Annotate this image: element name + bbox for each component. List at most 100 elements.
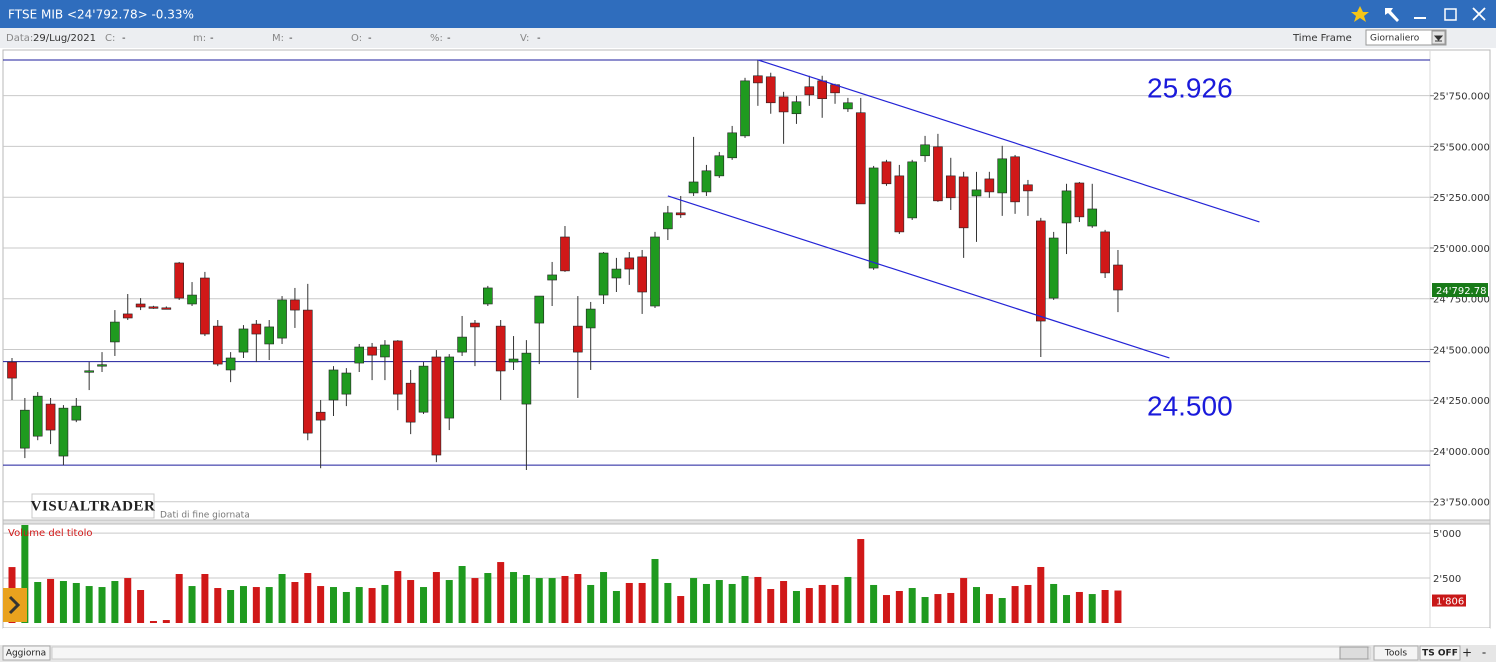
panel-separator [2, 519, 1491, 525]
candle-body [20, 409, 30, 449]
candle-body [264, 326, 275, 345]
candle-body [945, 175, 956, 199]
close-button[interactable] [1472, 7, 1486, 21]
volume-title: Volume del titolo [8, 528, 92, 539]
side-panel-button[interactable] [3, 588, 27, 622]
volume-bar [407, 580, 415, 623]
candle-body [817, 80, 827, 100]
tools-icon[interactable] [1385, 8, 1399, 22]
window-title: FTSE MIB <24'792.78> -0.33% [8, 8, 194, 22]
volume-bar [767, 589, 775, 623]
time-frame-select[interactable] [1365, 29, 1447, 46]
volume-bar [149, 621, 157, 623]
zoom-in[interactable]: + [1462, 646, 1472, 660]
field-value: - [447, 33, 451, 44]
last-price-label: 24'792.78 [1436, 286, 1486, 297]
chart-frame [2, 49, 1491, 629]
candle-body [212, 325, 223, 365]
volume-bar [445, 580, 453, 623]
candle-body [508, 358, 519, 363]
candle-body [380, 344, 390, 358]
volume-bar [162, 620, 170, 623]
candle-body [534, 295, 545, 324]
candle-body [483, 287, 493, 305]
minimize-button[interactable] [1414, 17, 1426, 19]
volume-bar [612, 590, 620, 623]
candle-body [688, 181, 699, 194]
title-bar-bg [0, 0, 1496, 28]
volume-bar [111, 581, 119, 623]
volume-bar [690, 578, 698, 623]
field-label: C: [105, 33, 115, 44]
volume-bar [587, 584, 595, 623]
ts-button[interactable] [1419, 645, 1461, 661]
title-bar: FTSE MIB <24'792.78> -0.33% [0, 0, 1496, 28]
favorite-icon[interactable] [1351, 6, 1369, 22]
tools-button[interactable] [1373, 645, 1419, 661]
candle-body [611, 268, 622, 279]
candle-body [7, 361, 17, 379]
zoom-out[interactable]: - [1482, 646, 1486, 660]
volume-bar [278, 574, 286, 623]
volume-bar [252, 587, 260, 623]
volume-bar [805, 588, 813, 623]
volume-bar [651, 558, 659, 623]
field-value: - [537, 33, 541, 44]
volume-bar [98, 587, 106, 623]
candle-body [881, 161, 892, 185]
ts-label: TS OFF [1422, 649, 1458, 659]
volume-bar [857, 539, 865, 623]
candle-body [778, 96, 789, 113]
volume-bar [420, 587, 428, 623]
volume-bar [291, 582, 299, 623]
candle-body [418, 365, 429, 413]
candle-body [1113, 264, 1123, 291]
last-price-marker [1432, 283, 1488, 298]
plot: 23'750.000 24'000.000 24'250.000 24'500.000… [3, 59, 1490, 642]
candle-body [367, 346, 377, 356]
volume-bar [548, 578, 556, 623]
volume-bar [741, 575, 749, 623]
candle-body [238, 328, 249, 353]
candle-body [701, 170, 712, 193]
volume-bar [381, 584, 389, 623]
y-tick-label: 25'000.000 [1433, 244, 1490, 255]
y-tick-label: 25'250.000 [1433, 193, 1490, 204]
volume-bar [1037, 566, 1045, 623]
volume-bar [188, 586, 196, 623]
volume-bar [702, 583, 710, 623]
candle-body [714, 155, 725, 177]
refresh-button[interactable] [2, 645, 51, 661]
maximize-button[interactable] [1444, 8, 1457, 21]
brand-box [31, 493, 155, 519]
volume-bar [780, 581, 788, 623]
candle-body [405, 382, 416, 423]
candle-body [84, 370, 94, 373]
y-tick-label: 24'250.000 [1433, 396, 1490, 407]
candle-body [290, 299, 300, 311]
candle-body [997, 158, 1008, 194]
time-frame-value: Giornaliero [1370, 34, 1420, 44]
last-volume-marker [1432, 594, 1466, 607]
candle-body [843, 102, 853, 110]
candle-body [971, 189, 982, 197]
time-frame-label: Time Frame [1292, 33, 1352, 44]
y-tick-label: 24'750.000 [1433, 295, 1490, 306]
candle-body [444, 356, 455, 419]
volume-bar [34, 582, 42, 623]
scroll-thumb[interactable] [1339, 646, 1369, 660]
candle-body [251, 323, 262, 335]
candle-body [1061, 190, 1072, 224]
volume-bar [304, 573, 312, 623]
scrollbar[interactable] [51, 646, 1371, 660]
brand: VISUALTRADER [31, 498, 156, 514]
volume-bar [85, 586, 93, 623]
volume-bar [458, 565, 466, 623]
candle-body [200, 277, 210, 335]
candle-body [585, 308, 596, 329]
candle-body [663, 212, 673, 230]
candle-body [521, 352, 532, 405]
volume-tick-label: 2'500 [1433, 574, 1461, 585]
volume-bar [522, 574, 530, 623]
